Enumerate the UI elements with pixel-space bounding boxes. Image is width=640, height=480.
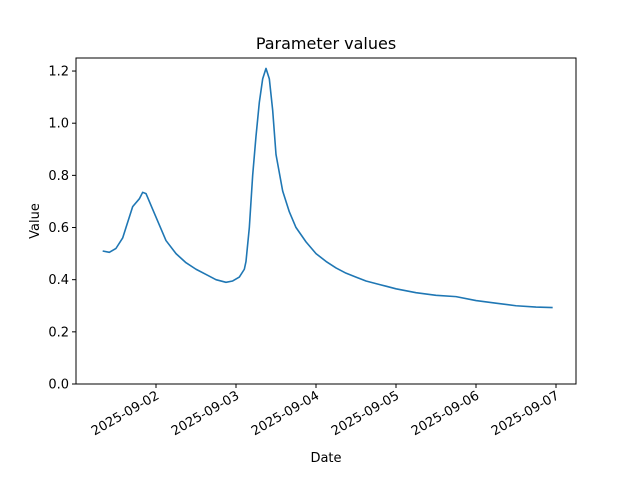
y-tick-label: 0.8	[48, 169, 69, 184]
plot-frame	[75, 57, 577, 385]
y-axis-label: Value	[28, 203, 43, 239]
y-tick-label: 1.2	[48, 65, 69, 80]
data-line	[102, 67, 553, 309]
y-tick-label: 0.0	[48, 378, 69, 393]
chart-title: Parameter values	[256, 34, 396, 53]
x-axis-label: Date	[310, 451, 341, 466]
y-tick-label: 0.6	[48, 221, 69, 236]
y-tick-label: 0.4	[48, 273, 69, 288]
y-tick-label: 1.0	[48, 117, 69, 132]
y-tick-label: 0.2	[48, 325, 69, 340]
